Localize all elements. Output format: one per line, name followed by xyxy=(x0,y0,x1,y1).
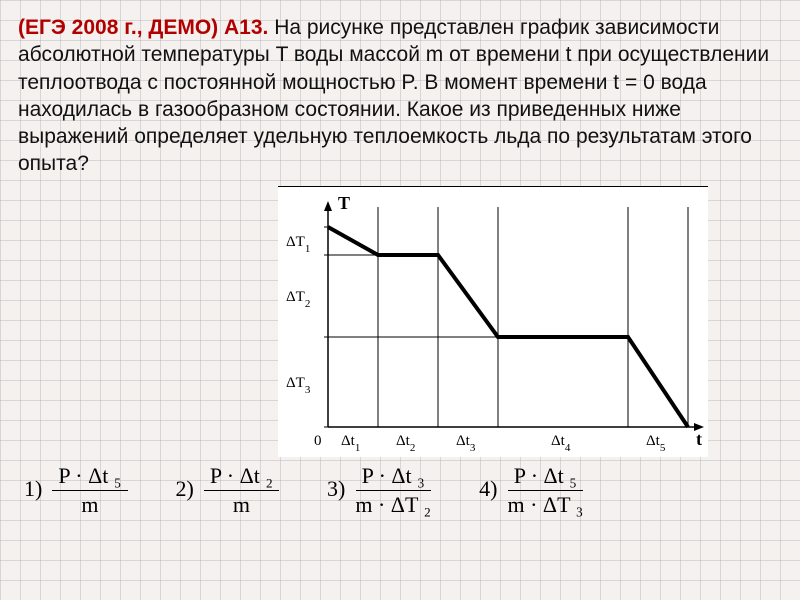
answer-option-3: 3) P · Δt ₃m · ΔT ₂ xyxy=(327,464,431,517)
fraction-denominator: m xyxy=(233,491,250,517)
answer-options: 1)P · Δt ₅m2)P · Δt ₂m3)P · Δt ₃m · ΔT ₂… xyxy=(18,456,782,517)
fraction-denominator: m · ΔT ₂ xyxy=(355,491,431,517)
fraction-numerator: P · Δt ₅ xyxy=(508,464,583,491)
fraction-numerator: P · Δt ₂ xyxy=(204,464,279,491)
slide: (ЕГЭ 2008 г., ДЕМО) А13. На рисунке пред… xyxy=(0,0,800,600)
answer-number: 3) xyxy=(327,464,345,502)
answer-fraction: P · Δt ₅m xyxy=(52,464,127,517)
svg-text:T: T xyxy=(338,193,350,213)
problem-body: На рисунке представлен график зависимост… xyxy=(18,16,769,175)
answer-option-1: 1) P · Δt ₅m xyxy=(24,464,128,517)
answer-number: 4) xyxy=(479,464,497,502)
answer-fraction: P · Δt ₃m · ΔT ₂ xyxy=(355,464,431,517)
svg-text:0: 0 xyxy=(314,433,322,449)
answer-option-2: 2) P · Δt ₂m xyxy=(176,464,280,517)
answer-fraction: P · Δt ₅m · ΔT ₃ xyxy=(507,464,583,517)
fraction-denominator: m xyxy=(81,491,98,517)
answer-number: 1) xyxy=(24,464,42,502)
fraction-numerator: P · Δt ₅ xyxy=(52,464,127,491)
fraction-denominator: m · ΔT ₃ xyxy=(507,491,583,517)
svg-text:t: t xyxy=(696,429,702,449)
chart-svg: Tt0ΔT1ΔT2ΔT3Δt1Δt2Δt3Δt4Δt5 xyxy=(278,187,708,457)
problem-text: (ЕГЭ 2008 г., ДЕМО) А13. На рисунке пред… xyxy=(18,14,782,178)
fraction-numerator: P · Δt ₃ xyxy=(356,464,431,491)
problem-source: (ЕГЭ 2008 г., ДЕМО) А13. xyxy=(18,16,268,39)
answer-number: 2) xyxy=(176,464,194,502)
answer-option-4: 4) P · Δt ₅m · ΔT ₃ xyxy=(479,464,583,517)
temperature-chart: Tt0ΔT1ΔT2ΔT3Δt1Δt2Δt3Δt4Δt5 xyxy=(278,186,708,456)
answer-fraction: P · Δt ₂m xyxy=(204,464,279,517)
